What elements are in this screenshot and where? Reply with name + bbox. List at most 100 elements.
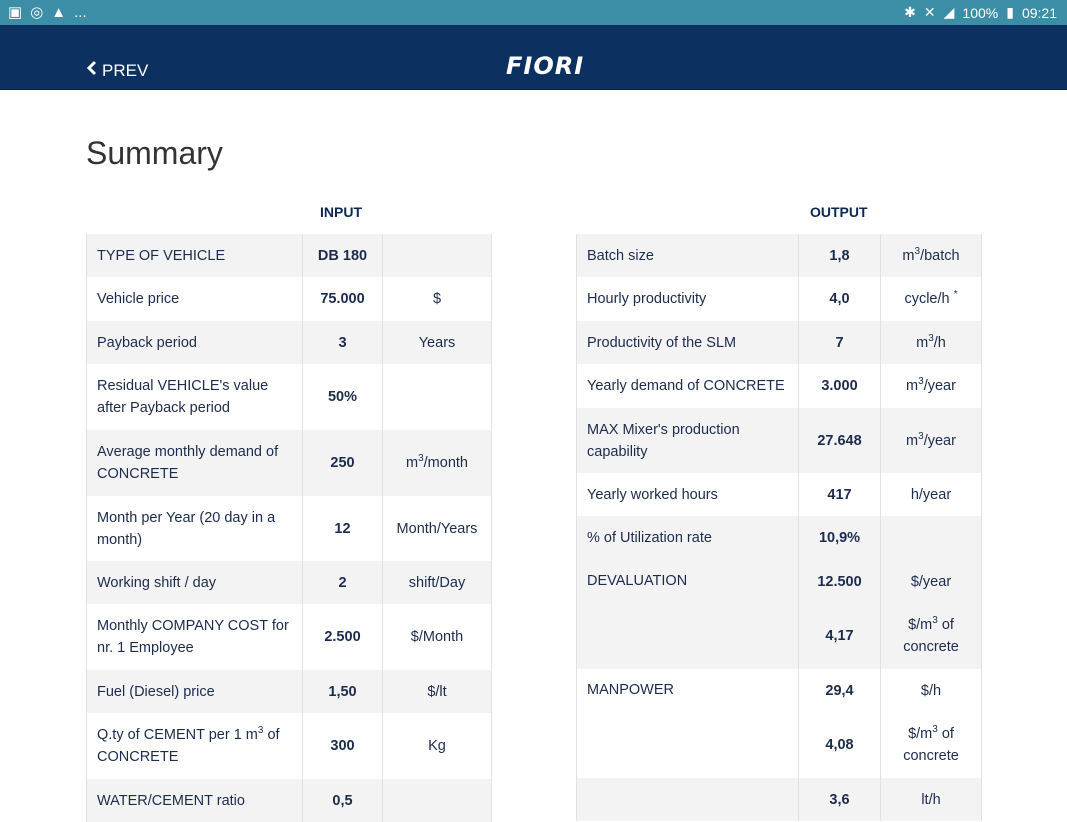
input-unit: m3/month — [382, 430, 492, 496]
output-label: Yearly worked hours — [576, 473, 799, 516]
mute-icon: ✕ — [923, 4, 936, 20]
input-label: Payback period — [86, 321, 303, 364]
output-value: 27.648 — [798, 408, 881, 473]
fiori-logo: FIORI — [506, 52, 585, 80]
manpower-label: MANPOWER — [576, 669, 799, 778]
table-row: Q.ty of CEMENT per 1 m3 of CONCRETE 300 … — [86, 713, 492, 779]
input-unit — [382, 779, 492, 822]
battery-level: 100% — [962, 4, 999, 21]
page-title: Summary — [86, 135, 223, 171]
input-label: Working shift / day — [86, 561, 303, 604]
output-heading: OUTPUT — [810, 204, 868, 220]
table-row: MANPOWER 29,4 $/h — [576, 669, 982, 778]
input-value: 300 — [302, 713, 383, 779]
output-value: 1,8 — [798, 234, 881, 277]
output-label: Productivity of the SLM — [576, 321, 799, 364]
manpower-value-1: 29,4 — [798, 669, 881, 712]
output-value: 3.000 — [798, 364, 881, 408]
bluetooth-icon: ✱ — [904, 4, 916, 20]
input-label: Q.ty of CEMENT per 1 m3 of CONCRETE — [86, 713, 303, 779]
input-label: Vehicle price — [86, 277, 303, 321]
table-row: % of Utilization rate 10,9% — [576, 516, 982, 560]
input-value: 3 — [302, 321, 383, 364]
output-value: 7 — [798, 321, 881, 364]
chevron-left-icon — [86, 60, 98, 81]
output-unit: m3/year — [880, 408, 982, 473]
input-label: Average monthly demand of CONCRETE — [86, 430, 303, 496]
input-unit: $ — [382, 277, 492, 321]
input-value: 1,50 — [302, 670, 383, 713]
warning-icon: ▲ — [51, 3, 67, 21]
table-row: Monthly COMPANY COST for nr. 1 Employee … — [86, 604, 492, 670]
input-label: Residual VEHICLE's value after Payback p… — [86, 364, 303, 430]
battery-icon: ▮ — [1006, 4, 1014, 20]
output-value: 4,0 — [798, 277, 881, 321]
table-row: Vehicle price 75.000 $ — [86, 277, 492, 321]
devaluation-unit-1: $/year — [880, 560, 982, 603]
input-unit: Kg — [382, 713, 492, 779]
output-unit: m3/h — [880, 321, 982, 364]
output-unit — [880, 516, 982, 560]
input-value: 12 — [302, 496, 383, 561]
input-value: 2.500 — [302, 604, 383, 670]
input-label: WATER/CEMENT ratio — [86, 779, 303, 822]
table-row: Average monthly demand of CONCRETE 250 m… — [86, 430, 492, 496]
table-row: MAX Mixer's production capability 27.648… — [576, 408, 982, 473]
output-label: Yearly demand of CONCRETE — [576, 364, 799, 408]
table-row: Payback period 3 Years — [86, 321, 492, 364]
devaluation-label: DEVALUATION — [576, 560, 799, 669]
table-row: Yearly demand of CONCRETE 3.000 m3/year — [576, 364, 982, 408]
input-label: Monthly COMPANY COST for nr. 1 Employee — [86, 604, 303, 670]
input-label: Month per Year (20 day in a month) — [86, 496, 303, 561]
output-unit: h/year — [880, 473, 982, 516]
table-row: Hourly productivity 4,0 cycle/h * — [576, 277, 982, 321]
clock: 09:21 — [1021, 4, 1057, 21]
table-row: DEVALUATION 12.500 $/year — [576, 560, 982, 669]
output-value: 10,9% — [798, 516, 881, 560]
devaluation-value-1: 12.500 — [798, 560, 881, 603]
sync-icon: ◎ — [30, 4, 44, 21]
devaluation-unit-2: $/m3 of concrete — [880, 603, 982, 669]
output-table: Batch size 1,8 m3/batch Hourly productiv… — [576, 234, 982, 821]
output-unit: m3/batch — [880, 234, 982, 277]
app-bar: PREV FIORI — [0, 25, 1067, 90]
output-unit: cycle/h * — [880, 277, 982, 321]
input-unit — [382, 234, 492, 277]
input-unit — [382, 364, 492, 430]
prev-label: PREV — [102, 60, 149, 80]
input-label: TYPE OF VEHICLE — [86, 234, 303, 277]
table-row: TYPE OF VEHICLE DB 180 — [86, 234, 492, 277]
prev-button[interactable]: PREV — [86, 60, 148, 81]
input-unit: Years — [382, 321, 492, 364]
table-row: Month per Year (20 day in a month) 12 Mo… — [86, 496, 492, 561]
input-value: 75.000 — [302, 277, 383, 321]
output-label: % of Utilization rate — [576, 516, 799, 560]
table-row: 4,08 $/m3 of concrete — [577, 712, 982, 778]
input-label: Fuel (Diesel) price — [86, 670, 303, 713]
input-unit: $/Month — [382, 604, 492, 670]
devaluation-value-2: 4,17 — [798, 603, 881, 669]
image-icon: ▣ — [8, 4, 23, 21]
input-unit: $/lt — [382, 670, 492, 713]
input-heading: INPUT — [320, 204, 362, 220]
input-value: 0,5 — [302, 779, 383, 822]
input-value: 2 — [302, 561, 383, 604]
manpower-value-2: 4,08 — [798, 712, 881, 778]
output-label: MAX Mixer's production capability — [576, 408, 799, 473]
table-row: Productivity of the SLM 7 m3/h — [576, 321, 982, 364]
input-table: TYPE OF VEHICLE DB 180 Vehicle price 75.… — [86, 234, 492, 822]
output-unit: m3/year — [880, 364, 982, 408]
table-row: Yearly worked hours 417 h/year — [576, 473, 982, 516]
input-unit: Month/Years — [382, 496, 492, 561]
table-row: 4,17 $/m3 of concrete — [577, 603, 982, 669]
input-value: DB 180 — [302, 234, 383, 277]
output-label: Batch size — [576, 234, 799, 277]
manpower-unit-1: $/h — [880, 669, 982, 712]
manpower-unit-2: $/m3 of concrete — [880, 712, 982, 778]
output-value: 417 — [798, 473, 881, 516]
input-value: 250 — [302, 430, 383, 496]
input-value: 50% — [302, 364, 383, 430]
table-row: Fuel (Diesel) price 1,50 $/lt — [86, 670, 492, 713]
status-bar: ▣ ◎ ▲ ... ✱ ✕ ◢ 100% ▮ 09:21 — [0, 0, 1067, 25]
table-row: Residual VEHICLE's value after Payback p… — [86, 364, 492, 430]
